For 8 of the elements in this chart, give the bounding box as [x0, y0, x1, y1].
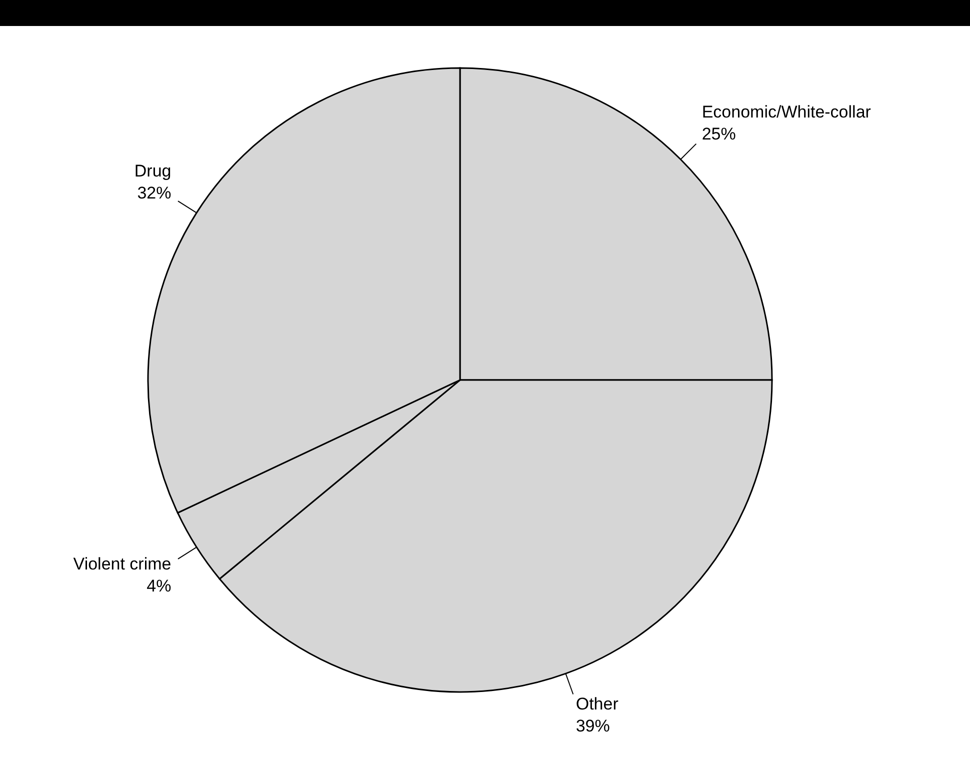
- data-label: 4%: [146, 576, 172, 596]
- data-label: 32%: [137, 184, 172, 203]
- data-label: 39%: [576, 716, 610, 736]
- slice-label: Economic/White-collar: [702, 102, 872, 122]
- slice-label: Violent crime: [73, 554, 172, 574]
- data-label: 25%: [702, 124, 736, 144]
- slice-label: Other: [576, 694, 619, 714]
- slice-label: Drug: [134, 162, 172, 181]
